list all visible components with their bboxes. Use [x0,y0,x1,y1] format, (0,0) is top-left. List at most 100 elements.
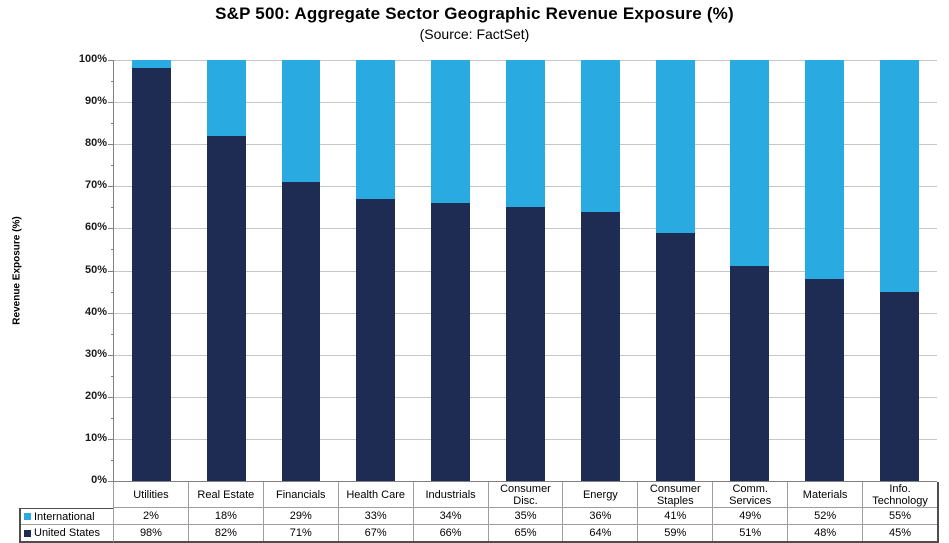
bar-segment-international [730,60,770,267]
legend-block: International United States [19,508,113,543]
bar-column [264,60,339,481]
bar-stack [431,60,471,481]
bar-segment-united-states [730,266,770,481]
bar-stack [655,60,695,481]
y-axis-minor-tick [111,207,114,209]
category-label: Energy [582,488,618,501]
bar-column [638,60,713,481]
value-cell-international: 41% [638,508,714,524]
category-header-cell: Industrials [414,482,489,507]
bar-stack [281,60,321,481]
y-axis-title: Revenue Exposure (%) [11,216,23,325]
value-cell-united-states: 65% [489,525,564,541]
value-cell-united-states: 48% [788,525,864,541]
bar-segment-united-states [580,211,620,481]
bar-segment-international [431,60,471,204]
y-tick-label: 0% [91,474,107,486]
value-cell-international: 34% [414,508,489,524]
category-label: Industrials [425,488,476,501]
bar-segment-international [206,60,246,136]
bar-stack [506,60,545,481]
value-cell-united-states: 45% [889,527,912,539]
y-axis-minor-tick [111,333,114,335]
y-tick-label: 50% [84,263,107,276]
y-axis-minor-tick [111,291,114,293]
category-header-cell: Info. Technology [863,482,937,507]
category-header-row: Utilities Real Estate Financials Health Car… [114,482,937,508]
y-axis-major-tick [108,60,114,61]
chart-title: S&P 500: Aggregate Sector Geographic Rev… [215,4,734,23]
international-legend-swatch-icon [24,513,31,520]
bar-segment-united-states [281,182,321,481]
bar-stack [206,60,246,481]
y-axis-minor-tick [111,249,114,251]
bar-segment-united-states [431,203,471,481]
value-cell-united-states: 98% [114,525,189,541]
bar-column [488,60,563,481]
bar-stack [880,60,919,481]
bar-segment-united-states [206,135,246,481]
y-axis-minor-tick [111,123,114,125]
y-tick-label: 90% [84,95,107,108]
category-header-cell: Consumer Staples [638,482,714,507]
y-tick-label: 20% [84,389,107,402]
bar-column [189,60,264,481]
value-cell-united-states: 67% [339,525,414,541]
bar-segment-united-states [805,278,845,481]
united-states-legend-swatch-icon [24,529,31,537]
bar-segment-international [580,60,620,212]
data-table: Utilities Real Estate Financials Health Car… [113,482,939,543]
bar-segment-united-states [131,68,171,481]
bar-column [563,60,638,481]
value-cell-international: 18% [189,508,264,524]
legend-item-united-states: United States [21,525,113,541]
bar-segment-united-states [880,291,919,481]
value-cell-international: 35% [489,508,564,524]
y-axis-major-tick [108,186,114,188]
bar-column [862,60,937,481]
category-header-cell: Real Estate [189,482,264,507]
value-cell-international: 52% [788,508,864,524]
category-label: Consumer Staples [649,482,701,507]
category-header-cell: Consumer Disc. [489,482,564,507]
bar-stack [356,60,396,481]
y-axis-major-tick [108,144,114,146]
y-axis-minor-tick [111,459,114,461]
value-cell-international: 2% [114,508,189,524]
value-cell-united-states: 59% [638,525,714,541]
y-tick-label: 70% [84,179,107,192]
y-tick-label: 60% [84,221,107,234]
category-header-cell: Comm. Services [713,482,789,507]
category-header-cell: Financials [264,482,339,507]
bar-segment-international [506,60,545,208]
y-tick-label: 40% [84,305,107,318]
legend-label-united-states: United States [34,527,101,539]
category-label: Health Care [346,488,406,501]
value-cell-united-states: 71% [264,525,339,541]
bar-segment-united-states [655,232,695,481]
bar-column [713,60,788,481]
bar-column [338,60,413,481]
y-axis-minor-tick [111,417,114,419]
y-axis-minor-tick [111,375,114,377]
y-axis-major-tick [108,228,114,230]
y-axis-minor-tick [111,165,114,167]
y-axis-major-tick [108,354,114,356]
value-cell-international: 36% [563,508,639,524]
value-cell-international: 55% [889,510,912,522]
y-tick-label: 80% [84,137,107,150]
category-header-cell: Materials [788,482,864,507]
y-tick-label: 100% [78,53,107,65]
category-label: Materials [802,488,848,501]
y-axis-major-tick [108,396,114,398]
bar-segment-united-states [506,207,545,481]
bar-column [787,60,862,481]
category-label: Info. Technology [872,482,928,507]
bar-segment-international [805,60,845,279]
bar-stack [805,60,845,481]
chart-subtitle: (Source: FactSet) [419,26,530,42]
value-cell-international: 49% [713,508,789,524]
table-row-international: 2% 18% 29% 33% 34% 35% 36% 41% 49% 52% 55% [114,508,937,525]
value-cell-united-states: 66% [414,525,489,541]
legend-item-international: International [21,509,113,525]
